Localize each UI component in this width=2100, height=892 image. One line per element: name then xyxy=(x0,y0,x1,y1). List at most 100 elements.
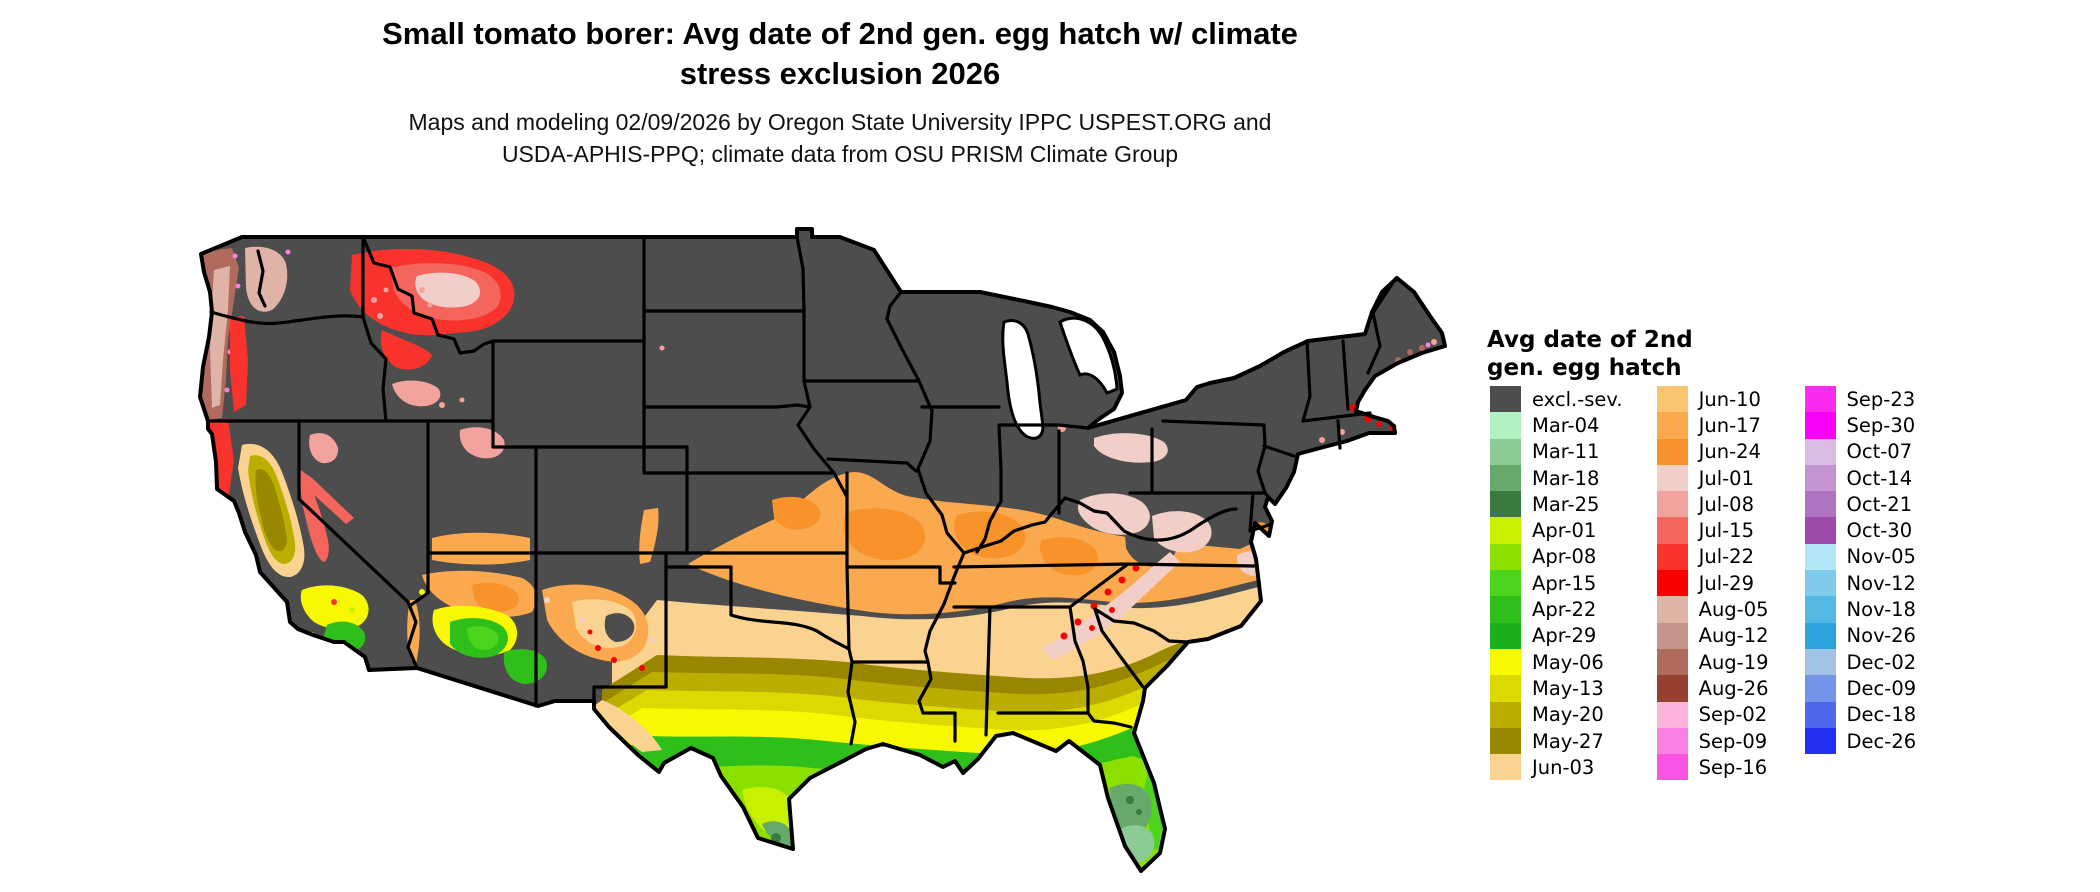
legend-swatch xyxy=(1656,517,1688,544)
legend-swatch xyxy=(1656,412,1688,439)
legend-row: Jun-17 xyxy=(1656,412,1769,439)
legend-row: Jul-22 xyxy=(1656,543,1769,571)
legend-row: Aug-19 xyxy=(1656,648,1769,676)
legend-row: Nov-12 xyxy=(1804,570,1917,597)
legend-swatch xyxy=(1656,438,1688,465)
legend-row: Aug-05 xyxy=(1656,596,1769,623)
legend-row: Jun-03 xyxy=(1490,754,1623,781)
legend-row: Oct-21 xyxy=(1804,491,1917,518)
legend-swatch xyxy=(1490,517,1521,544)
legend-label: Jun-10 xyxy=(1698,387,1761,411)
legend-swatch xyxy=(1656,386,1688,413)
legend-swatch xyxy=(1490,570,1521,597)
legend-swatch xyxy=(1490,386,1521,413)
legend-swatch xyxy=(1804,596,1836,623)
legend-swatch xyxy=(1490,438,1521,465)
legend-label: excl.-sev. xyxy=(1532,387,1623,411)
legend-swatch xyxy=(1490,596,1521,623)
legend-row: Aug-12 xyxy=(1656,622,1769,649)
page-title: Small tomato borer: Avg date of 2nd gen.… xyxy=(180,14,1500,94)
legend-label: Aug-26 xyxy=(1698,676,1769,700)
legend-swatch xyxy=(1490,754,1521,781)
legend-label: Aug-19 xyxy=(1698,650,1769,674)
legend-label: Sep-02 xyxy=(1698,703,1768,727)
legend-row: excl.-sev. xyxy=(1490,386,1623,413)
legend-row: Sep-23 xyxy=(1804,386,1917,413)
legend-label: Nov-05 xyxy=(1846,545,1916,569)
legend-swatch xyxy=(1656,622,1688,649)
legend-swatch xyxy=(1490,675,1521,702)
legend-swatch xyxy=(1656,648,1688,676)
legend-swatch xyxy=(1804,517,1836,544)
legend-label: Jul-01 xyxy=(1698,466,1754,490)
legend-label: Apr-08 xyxy=(1532,545,1597,569)
legend-row: Aug-26 xyxy=(1656,675,1769,702)
legend-label: Oct-21 xyxy=(1846,492,1913,516)
legend-label: Jul-29 xyxy=(1698,571,1754,595)
map-fills xyxy=(200,229,1445,871)
legend-swatch xyxy=(1656,727,1688,755)
legend-swatch xyxy=(1804,464,1836,492)
legend-swatch xyxy=(1656,701,1688,728)
us-outline xyxy=(198,227,1447,873)
legend-row: Oct-07 xyxy=(1804,438,1917,465)
legend-label: Nov-18 xyxy=(1846,598,1916,622)
legend-swatch xyxy=(1490,464,1521,492)
us-map xyxy=(180,222,1470,888)
legend-row: Mar-25 xyxy=(1490,491,1623,518)
legend-columns: excl.-sev. Mar-04 Mar-11 Mar-18 Mar-25 Apr-01… xyxy=(1490,386,1917,781)
legend-label: Mar-11 xyxy=(1532,440,1600,464)
legend-column-3: Sep-23 Sep-30 Oct-07 Oct-14 Oct-21 Oct-30 Nov-… xyxy=(1804,386,1917,780)
legend-swatch xyxy=(1804,491,1836,518)
legend-row: Jul-15 xyxy=(1656,517,1769,544)
legend-swatch xyxy=(1804,701,1836,728)
legend-row: Jul-08 xyxy=(1656,491,1769,518)
legend-column-2: Jun-10 Jun-17 Jun-24 Jul-01 Jul-08 Jul-15 Jul-… xyxy=(1656,386,1769,781)
legend-row: Jul-01 xyxy=(1656,464,1769,492)
legend-row: Nov-26 xyxy=(1804,622,1917,649)
legend-label: Jul-08 xyxy=(1698,492,1754,516)
legend-row: Apr-01 xyxy=(1490,517,1623,544)
legend-label: Mar-04 xyxy=(1532,413,1600,437)
legend-label: Oct-30 xyxy=(1846,519,1913,543)
legend-swatch xyxy=(1656,570,1688,597)
legend-label: Jun-17 xyxy=(1698,413,1761,437)
legend-swatch xyxy=(1804,386,1836,413)
legend-label: Aug-12 xyxy=(1698,624,1769,648)
legend-row: Oct-30 xyxy=(1804,517,1917,544)
subtitle-line-1: Maps and modeling 02/09/2026 by Oregon S… xyxy=(408,109,1272,135)
legend-row: Dec-02 xyxy=(1804,648,1916,676)
legend-swatch xyxy=(1490,543,1521,571)
legend-label: Oct-14 xyxy=(1846,466,1913,490)
legend-swatch xyxy=(1490,622,1521,649)
legend-row: Dec-26 xyxy=(1804,727,1917,755)
legend-row: May-27 xyxy=(1490,727,1623,755)
legend-label: Dec-26 xyxy=(1846,729,1917,753)
legend-title-line-2: gen. egg hatch xyxy=(1487,355,1682,381)
legend-row: Oct-14 xyxy=(1804,464,1917,492)
legend-row: Jun-10 xyxy=(1656,386,1769,413)
legend-title-line-1: Avg date of 2nd xyxy=(1487,327,1693,353)
legend-label: May-13 xyxy=(1532,676,1604,700)
legend-swatch xyxy=(1490,701,1521,728)
legend-label: Apr-15 xyxy=(1532,571,1597,595)
legend-row: Apr-15 xyxy=(1490,570,1623,597)
legend-swatch xyxy=(1804,648,1836,676)
legend-swatch xyxy=(1804,570,1836,597)
legend-swatch xyxy=(1804,412,1836,439)
legend-label: Mar-18 xyxy=(1532,466,1600,490)
legend-swatch xyxy=(1804,727,1836,755)
legend-row: Dec-09 xyxy=(1804,675,1917,702)
legend-row: Sep-09 xyxy=(1656,727,1769,755)
legend-swatch xyxy=(1490,412,1521,439)
legend-label: Apr-22 xyxy=(1532,598,1597,622)
subtitle-line-2: USDA-APHIS-PPQ; climate data from OSU PR… xyxy=(501,141,1179,167)
legend-swatch xyxy=(1490,491,1521,518)
legend-row: Nov-05 xyxy=(1804,543,1917,571)
legend-label: Jul-22 xyxy=(1698,545,1754,569)
legend-label: Dec-09 xyxy=(1846,676,1917,700)
legend-label: Nov-12 xyxy=(1846,571,1916,595)
state-borders xyxy=(206,235,1398,746)
legend-row: Mar-11 xyxy=(1490,438,1623,465)
